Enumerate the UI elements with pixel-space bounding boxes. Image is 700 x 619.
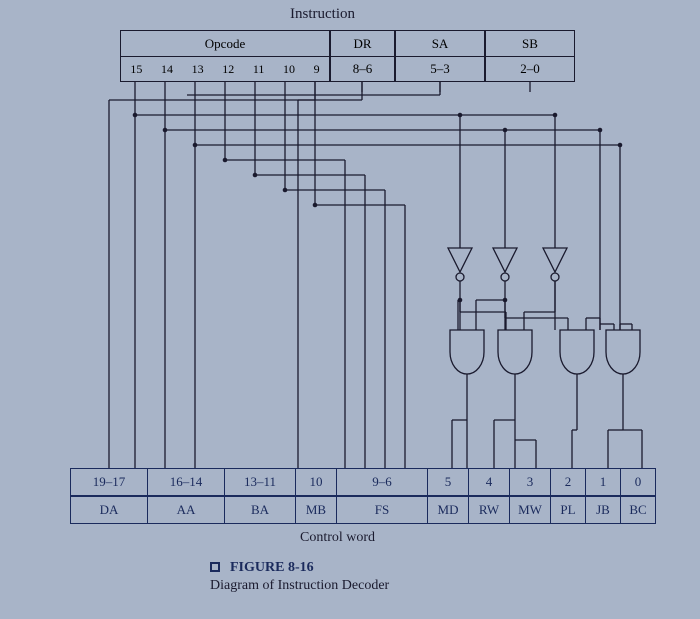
field-sb-header: SB: [485, 30, 575, 56]
cw-name-jb: JB: [585, 496, 621, 524]
sa-bits-label: 5–3: [430, 61, 450, 77]
not-gate-2: [493, 248, 517, 281]
bit-15: 15: [130, 62, 142, 77]
field-opcode-header: Opcode: [120, 30, 330, 56]
bit-10: 10: [283, 62, 295, 77]
caption-square-icon: [210, 562, 220, 572]
field-opcode-label: Opcode: [205, 36, 245, 52]
figure-caption: FIGURE 8-16 Diagram of Instruction Decod…: [210, 558, 389, 594]
bit-14: 14: [161, 62, 173, 77]
cw-name-bc: BC: [620, 496, 656, 524]
cw-name-mb: MB: [295, 496, 337, 524]
field-sa-header: SA: [395, 30, 485, 56]
field-sb-bits: 2–0: [485, 56, 575, 82]
field-sa-bits: 5–3: [395, 56, 485, 82]
cw-name-aa: AA: [147, 496, 225, 524]
wiring-svg: [0, 0, 700, 619]
not-gate-1: [448, 248, 472, 281]
cw-name-pl: PL: [550, 496, 586, 524]
cw-name-fs: FS: [336, 496, 428, 524]
cw-name-mw: MW: [509, 496, 551, 524]
cw-name-rw: RW: [468, 496, 510, 524]
cw-bits-pl: 2: [550, 468, 586, 496]
caption-text: Diagram of Instruction Decoder: [210, 578, 389, 594]
field-opcode-bits: 15 14 13 12 11 10 9: [120, 56, 330, 82]
cw-bits-jb: 1: [585, 468, 621, 496]
bit-11: 11: [253, 62, 265, 77]
bit-13: 13: [192, 62, 204, 77]
cw-bits-mb: 10: [295, 468, 337, 496]
cw-bits-fs: 9–6: [336, 468, 428, 496]
cw-bits-da: 19–17: [70, 468, 148, 496]
cw-bits-aa: 16–14: [147, 468, 225, 496]
instruction-title: Instruction: [290, 6, 355, 23]
caption-label: FIGURE 8-16: [230, 560, 314, 575]
not-gate-3: [543, 248, 567, 281]
field-sa-label: SA: [432, 36, 449, 52]
sb-bits-label: 2–0: [520, 61, 540, 77]
cw-name-da: DA: [70, 496, 148, 524]
cw-bits-md: 5: [427, 468, 469, 496]
field-sb-label: SB: [522, 36, 538, 52]
dr-bits-label: 8–6: [353, 61, 373, 77]
cw-name-md: MD: [427, 496, 469, 524]
cw-bits-bc: 0: [620, 468, 656, 496]
bit-12: 12: [222, 62, 234, 77]
field-dr-bits: 8–6: [330, 56, 395, 82]
cw-bits-rw: 4: [468, 468, 510, 496]
field-dr-label: DR: [353, 36, 371, 52]
field-dr-header: DR: [330, 30, 395, 56]
cw-bits-mw: 3: [509, 468, 551, 496]
cw-bits-ba: 13–11: [224, 468, 296, 496]
control-word-title: Control word: [300, 530, 375, 546]
bit-9: 9: [314, 62, 320, 77]
page: Instruction Opcode DR SA SB 15 14 13 12 …: [0, 0, 700, 619]
cw-name-ba: BA: [224, 496, 296, 524]
